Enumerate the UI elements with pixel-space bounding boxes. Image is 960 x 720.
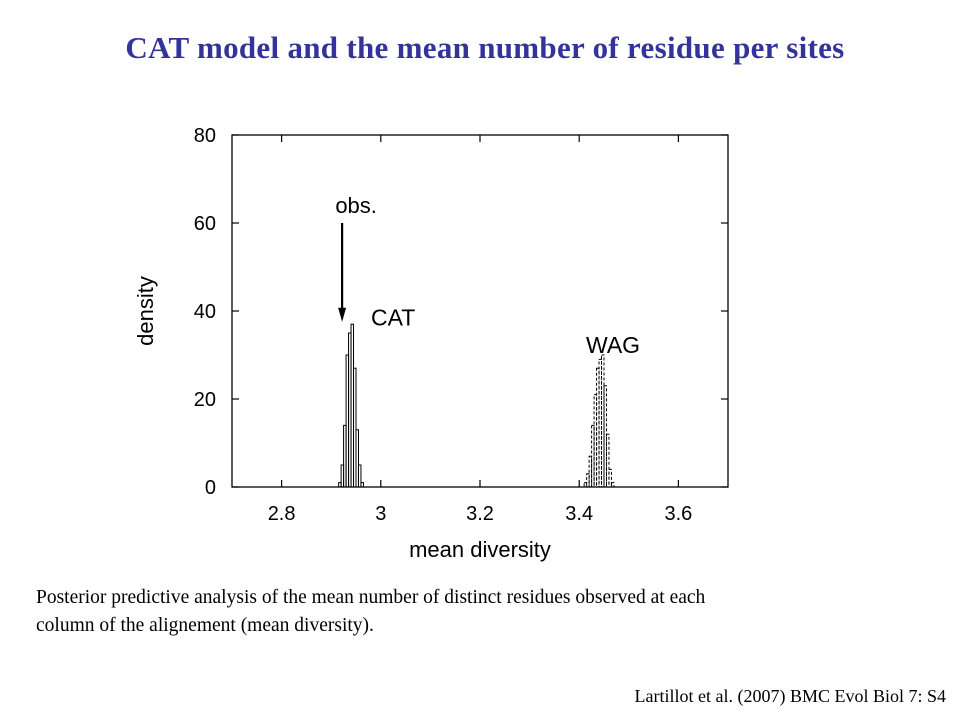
cat-annotation: CAT bbox=[371, 304, 415, 330]
y-tick-label: 40 bbox=[194, 301, 216, 323]
y-axis-label: density bbox=[133, 276, 158, 346]
y-tick-label: 80 bbox=[194, 125, 216, 147]
slide-title: CAT model and the mean number of residue… bbox=[125, 30, 845, 65]
x-tick-label: 3.4 bbox=[565, 503, 593, 525]
bar-wag bbox=[583, 482, 588, 488]
x-tick-label: 3.2 bbox=[466, 503, 494, 525]
x-axis-label: mean diversity bbox=[409, 537, 551, 562]
density-histogram-chart: 2.8 3 3.2 3.4 3.6 0 20 40 60 80 mean diversity de… bbox=[133, 125, 729, 562]
caption-line-1: Posterior predictive analysis of the mea… bbox=[36, 587, 706, 608]
bars-layer bbox=[338, 323, 615, 488]
annotations-layer: obs. CAT WAG bbox=[335, 193, 640, 358]
x-tick-label: 3.6 bbox=[664, 503, 692, 525]
x-tick-label: 3 bbox=[375, 503, 386, 525]
series-cat bbox=[338, 323, 364, 488]
series-wag bbox=[583, 354, 615, 488]
y-tick-label: 0 bbox=[205, 477, 216, 499]
bar-wag bbox=[610, 482, 615, 488]
x-tick-label: 2.8 bbox=[268, 503, 296, 525]
y-tick-label: 20 bbox=[194, 389, 216, 411]
citation: Lartillot et al. (2007) BMC Evol Biol 7:… bbox=[634, 686, 946, 706]
y-tick-label: 60 bbox=[194, 213, 216, 235]
wag-annotation: WAG bbox=[586, 332, 640, 358]
ticks-layer: 2.8 3 3.2 3.4 3.6 0 20 40 60 80 bbox=[194, 125, 728, 525]
bar-wag bbox=[603, 385, 607, 488]
plot-frame bbox=[231, 134, 729, 488]
bar-cat bbox=[360, 482, 364, 488]
obs-annotation: obs. bbox=[335, 193, 377, 218]
obs-arrow-head bbox=[338, 307, 347, 322]
figure-caption: Posterior predictive analysis of the mea… bbox=[36, 584, 956, 640]
caption-line-2: column of the alignement (mean diversity… bbox=[36, 615, 374, 636]
